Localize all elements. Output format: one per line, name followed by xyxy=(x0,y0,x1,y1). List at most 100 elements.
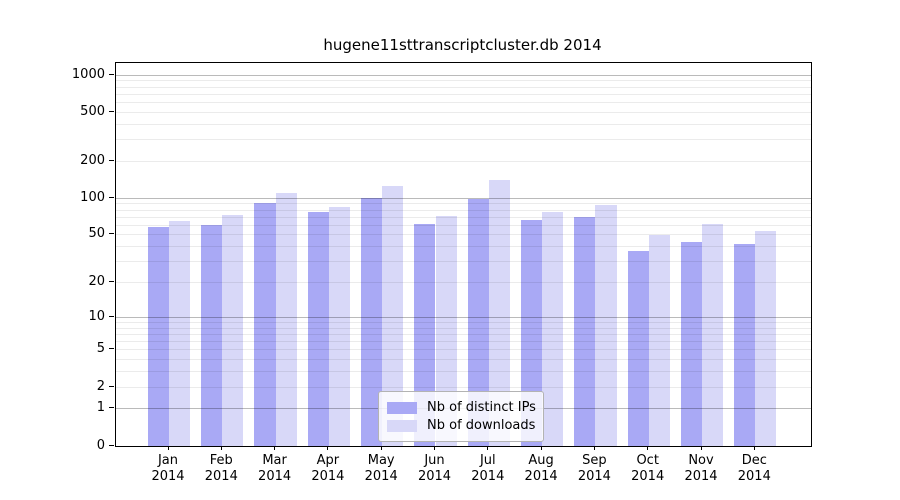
gridline-minor-80 xyxy=(116,209,811,211)
y-tick-label-20: 20 xyxy=(88,274,105,289)
y-tick-1 xyxy=(109,407,114,409)
gridline-minor-300 xyxy=(116,139,811,140)
bar-distinct-ips-oct xyxy=(627,250,649,446)
y-tick-100 xyxy=(109,196,114,198)
x-tick-label-aug: Aug 2014 xyxy=(524,453,558,484)
gridline-minor-8 xyxy=(116,327,811,329)
y-tick-2 xyxy=(109,385,114,387)
x-tick-feb xyxy=(220,446,222,450)
bar-downloads-jul xyxy=(488,180,510,446)
gridline-minor-4 xyxy=(116,359,811,361)
y-tick-label-2: 2 xyxy=(96,378,105,394)
bar-distinct-ips-may xyxy=(361,198,383,446)
bar-downloads-mar xyxy=(275,193,297,446)
gridline-major-1000 xyxy=(116,74,811,76)
chart-title: hugene11sttranscriptcluster.db 2014 xyxy=(323,36,602,54)
bar-distinct-ips-feb xyxy=(201,225,223,446)
bar-downloads-sep xyxy=(595,205,617,446)
gridline-minor-20 xyxy=(116,282,811,283)
x-tick-label-may: May 2014 xyxy=(364,453,398,484)
y-tick-1000 xyxy=(109,73,114,75)
gridline-minor-60 xyxy=(116,224,811,226)
y-tick-20 xyxy=(109,281,114,282)
gridline-minor-5 xyxy=(116,349,811,351)
bar-downloads-jun xyxy=(435,215,457,446)
x-tick-label-feb: Feb 2014 xyxy=(204,453,238,484)
gridline-minor-50 xyxy=(116,234,811,236)
x-tick-may xyxy=(380,446,382,450)
bar-downloads-feb xyxy=(222,214,244,446)
y-tick-label-100: 100 xyxy=(80,189,105,205)
bar-distinct-ips-dec xyxy=(734,244,756,446)
y-tick-label-10: 10 xyxy=(88,308,105,324)
x-tick-label-mar: Mar 2014 xyxy=(258,453,292,484)
bar-distinct-ips-nov xyxy=(680,241,702,446)
x-tick-apr xyxy=(327,446,329,450)
legend-swatch-downloads xyxy=(387,419,417,432)
x-tick-sep xyxy=(593,446,595,450)
legend: Nb of distinct IPs Nb of downloads xyxy=(378,391,544,442)
gridline-minor-400 xyxy=(116,123,811,125)
gridline-minor-800 xyxy=(116,86,811,88)
x-tick-jul xyxy=(487,446,489,450)
plot-area xyxy=(115,62,812,447)
y-tick-label-500: 500 xyxy=(80,103,105,119)
bar-downloads-jan xyxy=(169,221,191,446)
x-tick-label-jan: Jan 2014 xyxy=(151,453,185,484)
bar-downloads-may xyxy=(382,186,404,446)
gridline-minor-600 xyxy=(116,101,811,103)
x-tick-jun xyxy=(434,446,435,450)
y-tick-label-5: 5 xyxy=(96,341,105,357)
x-tick-nov xyxy=(700,446,702,450)
gridline-minor-2 xyxy=(116,386,811,388)
gridline-minor-90 xyxy=(116,203,811,205)
y-tick-5 xyxy=(109,348,114,350)
gridline-major-100 xyxy=(116,197,811,199)
y-tick-label-200: 200 xyxy=(80,152,105,168)
x-tick-label-oct: Oct 2014 xyxy=(631,453,665,484)
bar-downloads-aug xyxy=(542,212,564,446)
x-tick-label-sep: Sep 2014 xyxy=(577,453,611,484)
gridline-minor-40 xyxy=(116,246,811,248)
bar-distinct-ips-jul xyxy=(467,198,489,446)
x-tick-oct xyxy=(647,446,649,450)
bar-distinct-ips-sep xyxy=(574,217,596,446)
y-tick-0 xyxy=(109,444,114,446)
bar-distinct-ips-apr xyxy=(307,212,329,446)
gridline-minor-70 xyxy=(116,216,811,218)
gridline-minor-7 xyxy=(116,333,811,335)
gridline-minor-6 xyxy=(116,341,811,342)
x-tick-aug xyxy=(540,446,542,450)
x-tick-label-dec: Dec 2014 xyxy=(737,453,771,484)
bar-downloads-dec xyxy=(755,230,777,446)
gridline-minor-30 xyxy=(116,261,811,263)
y-tick-label-1: 1 xyxy=(96,400,105,416)
x-tick-mar xyxy=(274,446,276,450)
gridline-minor-200 xyxy=(116,160,811,162)
bar-distinct-ips-jan xyxy=(147,227,169,446)
legend-entry-downloads: Nb of downloads xyxy=(387,417,535,434)
gridline-minor-3 xyxy=(116,371,811,373)
bar-distinct-ips-mar xyxy=(254,203,276,446)
x-tick-label-nov: Nov 2014 xyxy=(684,453,718,484)
legend-label-downloads: Nb of downloads xyxy=(427,418,536,433)
x-tick-label-jul: Jul 2014 xyxy=(471,453,505,484)
y-tick-500 xyxy=(109,110,114,112)
gridline-minor-900 xyxy=(116,80,811,82)
y-tick-label-0: 0 xyxy=(96,437,105,453)
x-tick-label-apr: Apr 2014 xyxy=(311,453,345,484)
gridline-minor-500 xyxy=(116,111,811,113)
x-tick-jan xyxy=(167,446,169,450)
legend-label-distinct-ips: Nb of distinct IPs xyxy=(427,400,536,415)
legend-swatch-distinct-ips xyxy=(387,401,417,414)
gridline-major-10 xyxy=(116,316,811,318)
bar-distinct-ips-jun xyxy=(414,224,436,446)
x-tick-dec xyxy=(753,446,755,450)
y-tick-label-1000: 1000 xyxy=(71,66,105,82)
bar-downloads-apr xyxy=(328,206,351,446)
bar-distinct-ips-aug xyxy=(520,220,543,446)
y-tick-label-50: 50 xyxy=(88,226,105,242)
gridline-minor-700 xyxy=(116,93,811,95)
x-tick-label-jun: Jun 2014 xyxy=(417,453,452,484)
